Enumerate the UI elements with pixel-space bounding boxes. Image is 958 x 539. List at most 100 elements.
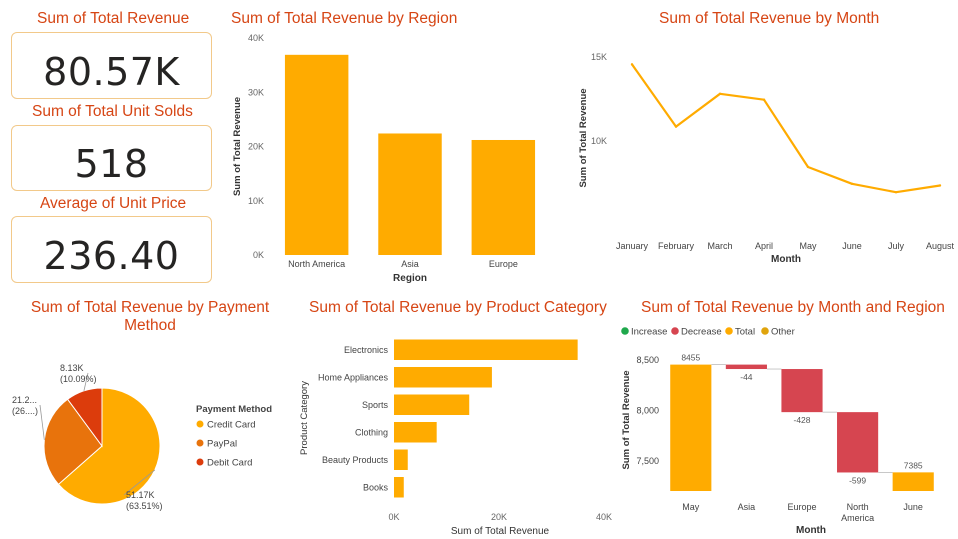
x-tick-label: January — [616, 241, 649, 251]
x-tick-label: America — [841, 513, 874, 523]
y-tick-label: 10K — [591, 136, 607, 146]
data-label: 8455 — [681, 353, 700, 363]
kpi-card-units-sold[interactable]: 518 — [11, 125, 212, 191]
leader-line — [39, 404, 45, 440]
y-tick-label: 0K — [253, 250, 264, 260]
waterfall-bar-north-america — [837, 412, 879, 473]
payment-chart-title-text: Sum of Total Revenue by Payment Method — [30, 299, 270, 334]
legend-label: Other — [771, 327, 795, 338]
legend-title: Payment Method — [196, 404, 272, 415]
y-tick-label: Beauty Products — [322, 455, 389, 465]
legend-marker-increase — [621, 327, 629, 335]
leader-line — [123, 469, 156, 496]
x-tick-label: North — [847, 502, 869, 512]
legend-marker-other — [761, 327, 769, 335]
y-tick-label: 10K — [248, 196, 264, 206]
point-june — [850, 182, 854, 185]
x-tick-label: Europe — [787, 502, 816, 512]
y-tick-label: 7,500 — [636, 456, 659, 466]
x-tick-label: June — [842, 241, 862, 251]
data-label: 7385 — [904, 460, 923, 470]
x-tick-label: 40K — [596, 512, 612, 522]
y-axis-label: Sum of Total Revenue — [232, 97, 243, 196]
bar-asia — [378, 133, 442, 255]
leader-line — [83, 372, 89, 391]
legend-label: PayPal — [207, 439, 237, 450]
kpi-card-avg-unit-price[interactable]: 236.40 — [11, 216, 212, 283]
x-axis-label: Month — [771, 254, 801, 265]
data-label: -599 — [849, 475, 866, 485]
legend-label: Increase — [631, 327, 667, 338]
y-tick-label: 15K — [591, 52, 607, 62]
bar-electronics — [394, 339, 578, 360]
category-chart-title: Sum of Total Revenue by Product Category — [309, 299, 607, 316]
x-tick-label: May — [682, 502, 700, 512]
data-label: -428 — [793, 415, 810, 425]
x-tick-label: July — [888, 241, 905, 251]
waterfall-bar-asia — [725, 364, 767, 370]
series-line — [631, 63, 941, 194]
point-january — [630, 63, 634, 66]
waterfall-bar-europe — [781, 369, 823, 413]
x-tick-label: North America — [288, 259, 345, 269]
bar-home-appliances — [394, 367, 492, 388]
waterfall-bar-may — [670, 364, 712, 491]
legend-marker-decrease — [671, 327, 679, 335]
data-label-pct: (63.51%) — [126, 501, 163, 511]
y-tick-label: 30K — [248, 87, 264, 97]
data-label: 21.2... — [12, 395, 37, 405]
bar-clothing — [394, 422, 437, 443]
x-axis-label: Region — [393, 273, 427, 284]
kpi-title-units-sold: Sum of Total Unit Solds — [32, 103, 193, 120]
point-july — [894, 191, 898, 194]
legend-marker — [196, 458, 204, 466]
x-tick-label: 20K — [491, 512, 507, 522]
waterfall-bar-june — [892, 472, 934, 491]
slice-paypal — [43, 398, 103, 486]
kpi-title-avg-unit-price: Average of Unit Price — [40, 195, 187, 212]
category-bar-chart[interactable]: Electronics Home Appliances Sports Clothing… — [295, 325, 620, 537]
data-label: 8.13K — [60, 363, 84, 373]
month-line-chart[interactable]: 10K 15K January February March April May June Ju… — [570, 30, 956, 268]
y-tick-label: Clothing — [355, 427, 388, 437]
y-tick-label: Electronics — [344, 345, 389, 355]
kpi-card-total-revenue[interactable]: 80.57K — [11, 32, 212, 99]
region-bar-chart[interactable]: 0K 10K 20K 30K 40K North America Asia Europe Reg… — [225, 28, 560, 290]
data-label: -44 — [740, 372, 753, 382]
legend-marker-total — [725, 327, 733, 335]
legend-label: Decrease — [681, 327, 722, 338]
y-tick-label: 40K — [248, 33, 264, 43]
bar-europe — [471, 139, 536, 255]
x-tick-label: Europe — [489, 259, 518, 269]
payment-pie-chart[interactable]: 51.17K(63.51%) 21.2...(26....) 8.13K(10.09… — [0, 356, 295, 536]
legend-label: Debit Card — [207, 458, 252, 469]
waterfall-chart[interactable]: Increase Decrease Total Other 7,500 8,000 8,50… — [615, 320, 957, 537]
x-tick-label: 0K — [388, 512, 399, 522]
y-tick-label: Books — [363, 482, 389, 492]
y-tick-label: Sports — [362, 400, 389, 410]
payment-chart-title: Sum of Total Revenue by Payment Method — [5, 299, 295, 335]
y-tick-label: Home Appliances — [318, 372, 389, 382]
data-label-pct: (26....) — [12, 406, 38, 416]
legend-marker — [196, 420, 204, 428]
x-tick-label: Asia — [738, 502, 756, 512]
y-tick-label: 8,000 — [636, 405, 659, 415]
y-axis-label: Sum of Total Revenue — [578, 88, 589, 187]
x-tick-label: May — [799, 241, 817, 251]
legend-label: Credit Card — [207, 420, 256, 431]
legend-marker — [196, 439, 204, 447]
kpi-value-total-revenue: 80.57K — [43, 50, 180, 94]
region-chart-title: Sum of Total Revenue by Region — [231, 10, 458, 27]
x-tick-label: August — [926, 241, 955, 251]
x-tick-label: April — [755, 241, 773, 251]
waterfall-chart-title: Sum of Total Revenue by Month and Region — [641, 299, 945, 316]
bar-north-america — [284, 54, 349, 255]
bar-books — [394, 477, 404, 498]
data-label: 51.17K — [126, 490, 155, 500]
month-chart-title: Sum of Total Revenue by Month — [659, 10, 880, 27]
point-august — [938, 184, 942, 187]
x-axis-label: Sum of Total Revenue — [451, 526, 550, 537]
point-may — [806, 165, 810, 169]
x-tick-label: Asia — [401, 259, 419, 269]
x-tick-label: June — [903, 502, 923, 512]
